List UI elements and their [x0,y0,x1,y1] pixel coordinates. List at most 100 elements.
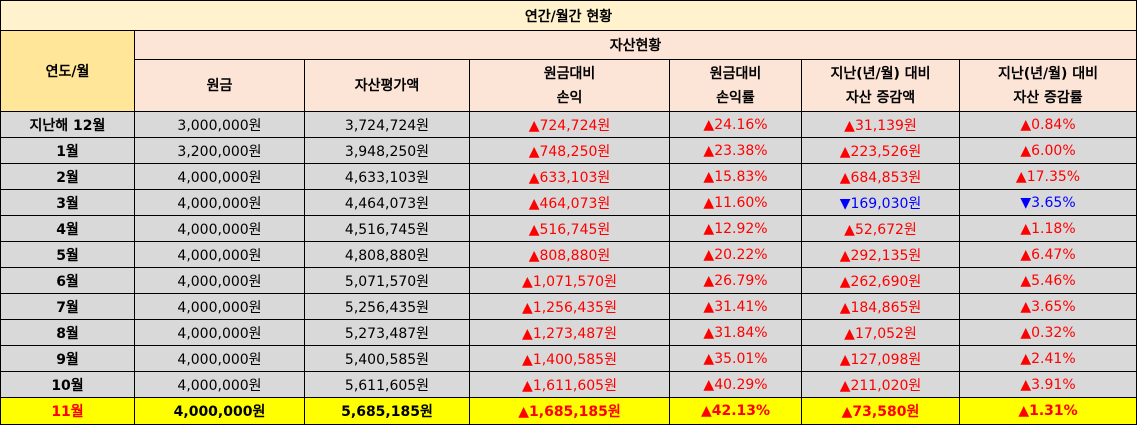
table-title: 연간/월간 현황 [0,0,1137,31]
row-label: 5월 [0,241,135,268]
profit-loss-rate-cell: ▲12.92% [669,215,802,242]
profit-loss-cell: ▲516,745원 [469,215,670,242]
profit-loss-cell: ▲724,724원 [469,111,670,138]
principal-cell: 4,000,000원 [134,293,305,320]
row-label: 11월 [0,397,135,425]
asset-change-rate-cell: ▲0.32% [959,319,1137,346]
asset-change-rate-cell: ▲1.31% [959,397,1137,425]
table-row: 지난해 12월 3,000,000원 3,724,724원 ▲724,724원 ▲24.… [0,111,1137,138]
profit-loss-cell: ▲748,250원 [469,137,670,164]
table-row: 3월 4,000,000원 4,464,073원 ▲464,073원 ▲11.60% ▼1… [0,189,1137,216]
asset-change-cell: ▲31,139원 [801,111,960,138]
valuation-cell: 5,685,185원 [304,397,470,425]
asset-change-cell: ▲262,690원 [801,267,960,294]
row-label: 지난해 12월 [0,111,135,138]
asset-change-rate-cell: ▲3.65% [959,293,1137,320]
principal-cell: 4,000,000원 [134,189,305,216]
principal-cell: 4,000,000원 [134,241,305,268]
principal-cell: 4,000,000원 [134,163,305,190]
asset-change-cell: ▲223,526원 [801,137,960,164]
asset-change-cell: ▲184,865원 [801,293,960,320]
row-label: 7월 [0,293,135,320]
asset-change-cell: ▼169,030원 [801,189,960,216]
profit-loss-cell: ▲808,880원 [469,241,670,268]
asset-change-rate-cell: ▲6.00% [959,137,1137,164]
profit-loss-cell: ▲1,256,435원 [469,293,670,320]
asset-change-cell: ▲17,052원 [801,319,960,346]
principal-cell: 4,000,000원 [134,397,305,425]
year-month-header: 연도/월 [0,30,135,112]
asset-change-rate-cell: ▼3.65% [959,189,1137,216]
asset-change-cell: ▲127,098원 [801,345,960,372]
row-label: 4월 [0,215,135,242]
profit-loss-rate-cell: ▲20.22% [669,241,802,268]
valuation-cell: 4,808,880원 [304,241,470,268]
asset-change-cell: ▲684,853원 [801,163,960,190]
valuation-cell: 5,611,605원 [304,371,470,398]
profit-loss-rate-header: 원금대비 손익률 [669,59,802,112]
asset-change-rate-cell: ▲17.35% [959,163,1137,190]
table-row: 8월 4,000,000원 5,273,487원 ▲1,273,487원 ▲31.84%… [0,319,1137,346]
asset-change-rate-cell: ▲0.84% [959,111,1137,138]
valuation-cell: 5,071,570원 [304,267,470,294]
asset-change-rate-cell: ▲3.91% [959,371,1137,398]
valuation-cell: 3,724,724원 [304,111,470,138]
profit-loss-rate-cell: ▲40.29% [669,371,802,398]
profit-loss-cell: ▲464,073원 [469,189,670,216]
principal-cell: 4,000,000원 [134,371,305,398]
principal-cell: 4,000,000원 [134,215,305,242]
profit-loss-rate-cell: ▲23.38% [669,137,802,164]
profit-loss-rate-cell: ▲31.84% [669,319,802,346]
asset-change-rate-header: 지난(년/월) 대비 자산 증감률 [959,59,1137,112]
profit-loss-cell: ▲1,685,185원 [469,397,670,425]
profit-loss-rate-cell: ▲26.79% [669,267,802,294]
asset-change-rate-cell: ▲2.41% [959,345,1137,372]
asset-change-rate-cell: ▲5.46% [959,267,1137,294]
valuation-cell: 4,516,745원 [304,215,470,242]
row-label: 8월 [0,319,135,346]
principal-cell: 4,000,000원 [134,319,305,346]
row-label: 9월 [0,345,135,372]
table-row: 10월 4,000,000원 5,611,605원 ▲1,611,605원 ▲40.29… [0,371,1137,398]
table-row: 6월 4,000,000원 5,071,570원 ▲1,071,570원 ▲26.79%… [0,267,1137,294]
table-row: 1월 3,200,000원 3,948,250원 ▲748,250원 ▲23.38% ▲2… [0,137,1137,164]
row-label: 2월 [0,163,135,190]
asset-change-cell: ▲211,020원 [801,371,960,398]
principal-cell: 3,200,000원 [134,137,305,164]
table-row: 5월 4,000,000원 4,808,880원 ▲808,880원 ▲20.22% ▲2… [0,241,1137,268]
valuation-header: 자산평가액 [304,59,470,112]
asset-change-header: 지난(년/월) 대비 자산 증감액 [801,59,960,112]
profit-loss-rate-cell: ▲31.41% [669,293,802,320]
profit-loss-rate-cell: ▲35.01% [669,345,802,372]
valuation-cell: 5,273,487원 [304,319,470,346]
asset-change-rate-cell: ▲6.47% [959,241,1137,268]
principal-cell: 4,000,000원 [134,267,305,294]
valuation-cell: 3,948,250원 [304,137,470,164]
profit-loss-rate-cell: ▲11.60% [669,189,802,216]
table-row: 9월 4,000,000원 5,400,585원 ▲1,400,585원 ▲35.01%… [0,345,1137,372]
status-table: 연간/월간 현황 연도/월 자산현황 원금 자산평가액 원금대비 손익 원금대비… [0,0,1137,425]
valuation-cell: 5,256,435원 [304,293,470,320]
row-label: 3월 [0,189,135,216]
profit-loss-cell: ▲633,103원 [469,163,670,190]
asset-change-cell: ▲52,672원 [801,215,960,242]
row-label: 1월 [0,137,135,164]
valuation-cell: 4,633,103원 [304,163,470,190]
profit-loss-cell: ▲1,071,570원 [469,267,670,294]
valuation-cell: 5,400,585원 [304,345,470,372]
row-label: 6월 [0,267,135,294]
principal-cell: 4,000,000원 [134,345,305,372]
asset-change-cell: ▲292,135원 [801,241,960,268]
profit-loss-cell: ▲1,273,487원 [469,319,670,346]
profit-loss-header: 원금대비 손익 [469,59,670,112]
asset-status-header: 자산현황 [134,30,1137,60]
asset-change-cell: ▲73,580원 [801,397,960,425]
asset-change-rate-cell: ▲1.18% [959,215,1137,242]
profit-loss-rate-cell: ▲24.16% [669,111,802,138]
profit-loss-cell: ▲1,400,585원 [469,345,670,372]
table-row: 7월 4,000,000원 5,256,435원 ▲1,256,435원 ▲31.41%… [0,293,1137,320]
table-row: 2월 4,000,000원 4,633,103원 ▲633,103원 ▲15.83% ▲6… [0,163,1137,190]
row-label: 10월 [0,371,135,398]
profit-loss-cell: ▲1,611,605원 [469,371,670,398]
principal-cell: 3,000,000원 [134,111,305,138]
